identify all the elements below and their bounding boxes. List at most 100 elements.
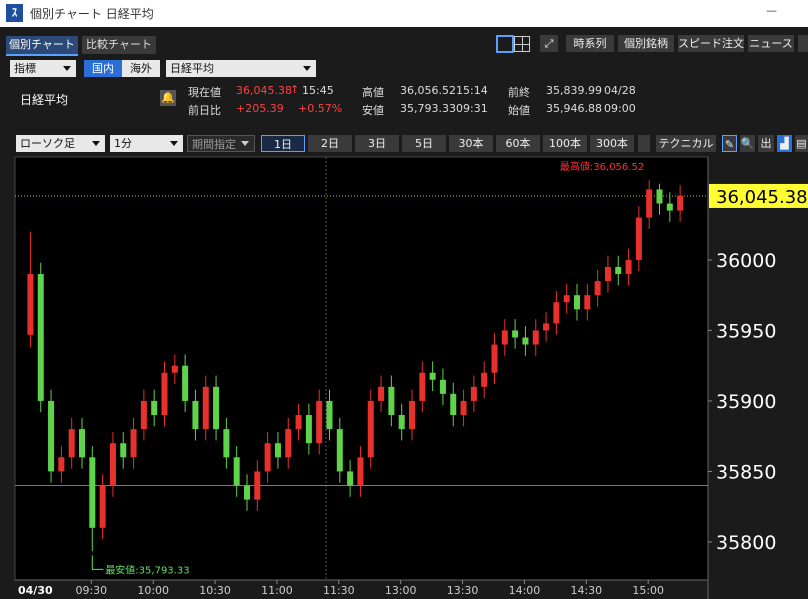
candle-body [429,372,436,380]
toolbar-button[interactable]: 時系列 [566,35,614,52]
layout-single[interactable] [496,35,514,53]
candle-body [151,400,158,416]
period-dropdown[interactable]: 期間指定 [187,135,255,152]
indicator-dropdown[interactable]: 指標 [10,60,76,77]
layout-grid[interactable] [514,36,530,52]
candle-body [58,457,65,472]
candle-body [553,302,560,324]
x-tick-label: 14:00 [509,584,541,597]
candle-body [584,295,591,310]
range-button[interactable]: 300本 [590,135,634,152]
candle-body [635,217,642,260]
candle-body [398,415,405,430]
high-annotation: 最高値:36,056.52 [560,160,644,173]
interval-dropdown[interactable]: 1分 [110,135,183,152]
y-tick-label: 36000 [716,250,776,272]
candle-body [171,365,178,373]
candle-body [460,400,467,416]
x-tick-label: 11:00 [261,584,293,597]
app-icon: ｽ [6,4,23,22]
time: 09:00 [604,102,636,115]
zoom-tool[interactable]: 🔍 [740,135,755,152]
symbol-name: 日経平均 [20,93,69,107]
candle-body [491,344,498,373]
x-tick-label: 11:30 [323,584,355,597]
toolbar-button[interactable] [798,35,808,52]
range-more[interactable] [638,135,650,152]
range-button[interactable]: 1日 [261,135,305,152]
candle-body [419,372,426,401]
candle-body [27,274,34,335]
print-tool[interactable]: ▤ [795,135,808,152]
candle-body [357,457,364,486]
value: 36,056.52 [400,84,456,97]
candle-body [594,281,601,296]
tab-active[interactable]: 個別チャート [6,36,78,56]
alert-icon[interactable]: 🔔 [160,90,176,106]
change: +205.39 [236,102,284,115]
output-tool[interactable]: 出 [758,135,774,152]
range-button[interactable]: 5日 [402,135,446,152]
candle-body [378,386,385,401]
candle-body [347,471,354,486]
candle-body [109,443,116,486]
candle-body [213,386,220,430]
y-tick-label: 35850 [716,461,776,483]
candle-body [68,429,75,458]
chart-type-dropdown[interactable]: ローソク足 [16,135,105,152]
x-tick-label: 10:00 [137,584,169,597]
candle-body [532,330,539,345]
candle-body [202,386,209,430]
low-arrow [91,555,104,570]
low-annotation: 最安値:35,793.33 [105,563,189,576]
toolbar-button[interactable]: 個別銘柄 [618,35,674,52]
label: 始値 [508,104,530,117]
x-tick-label: 15:00 [632,584,664,597]
candle-body [409,400,415,430]
candle-body [295,415,302,430]
range-button[interactable]: 2日 [308,135,352,152]
time: 15:14 [456,84,488,97]
market-toggle-active[interactable]: 国内 [84,60,122,77]
last-price-label: 36,045.38 [716,187,808,208]
toolbar-button[interactable]: スピード注文 [678,35,744,52]
candle-body [99,485,106,528]
label: 高値 [362,86,384,99]
technical-button[interactable]: テクニカル [656,135,716,152]
label: 安値 [362,104,384,117]
toolbar-button[interactable]: ニュース [748,35,794,52]
candle-body [192,400,199,430]
expand-button[interactable]: ⤢ [540,35,558,52]
range-button[interactable]: 100本 [543,135,587,152]
range-button[interactable]: 60本 [496,135,540,152]
candle-body [604,266,611,282]
x-tick-label: 09:30 [75,584,107,597]
up-arrow: ↑ [290,83,300,96]
candle-body [656,189,663,204]
title-bar [0,0,808,27]
candle-body [646,189,653,218]
market-toggle[interactable]: 海外 [122,60,160,77]
y-tick-label: 35950 [716,320,776,342]
range-button[interactable]: 3日 [355,135,399,152]
value: 35,793.33 [400,102,456,115]
candle-body [563,295,570,303]
candle-body [439,379,446,394]
candle-body [615,266,622,275]
last-price-box [709,183,808,208]
minimize-button[interactable]: — [766,4,777,17]
draw-tool[interactable]: ✎ [722,135,737,152]
tab[interactable]: 比較チャート [82,36,156,54]
time: 09:31 [456,102,488,115]
candle-body [666,203,673,211]
range-button[interactable]: 30本 [449,135,493,152]
x-tick-label: 13:30 [447,584,479,597]
chart-tool[interactable]: ▟ [777,135,792,152]
symbol-dropdown[interactable]: 日経平均 [166,60,316,77]
candle-body [48,400,55,472]
candle-body [501,330,508,345]
candle-body [254,471,261,500]
candle-body [274,443,281,458]
x-tick-label: 14:30 [570,584,602,597]
